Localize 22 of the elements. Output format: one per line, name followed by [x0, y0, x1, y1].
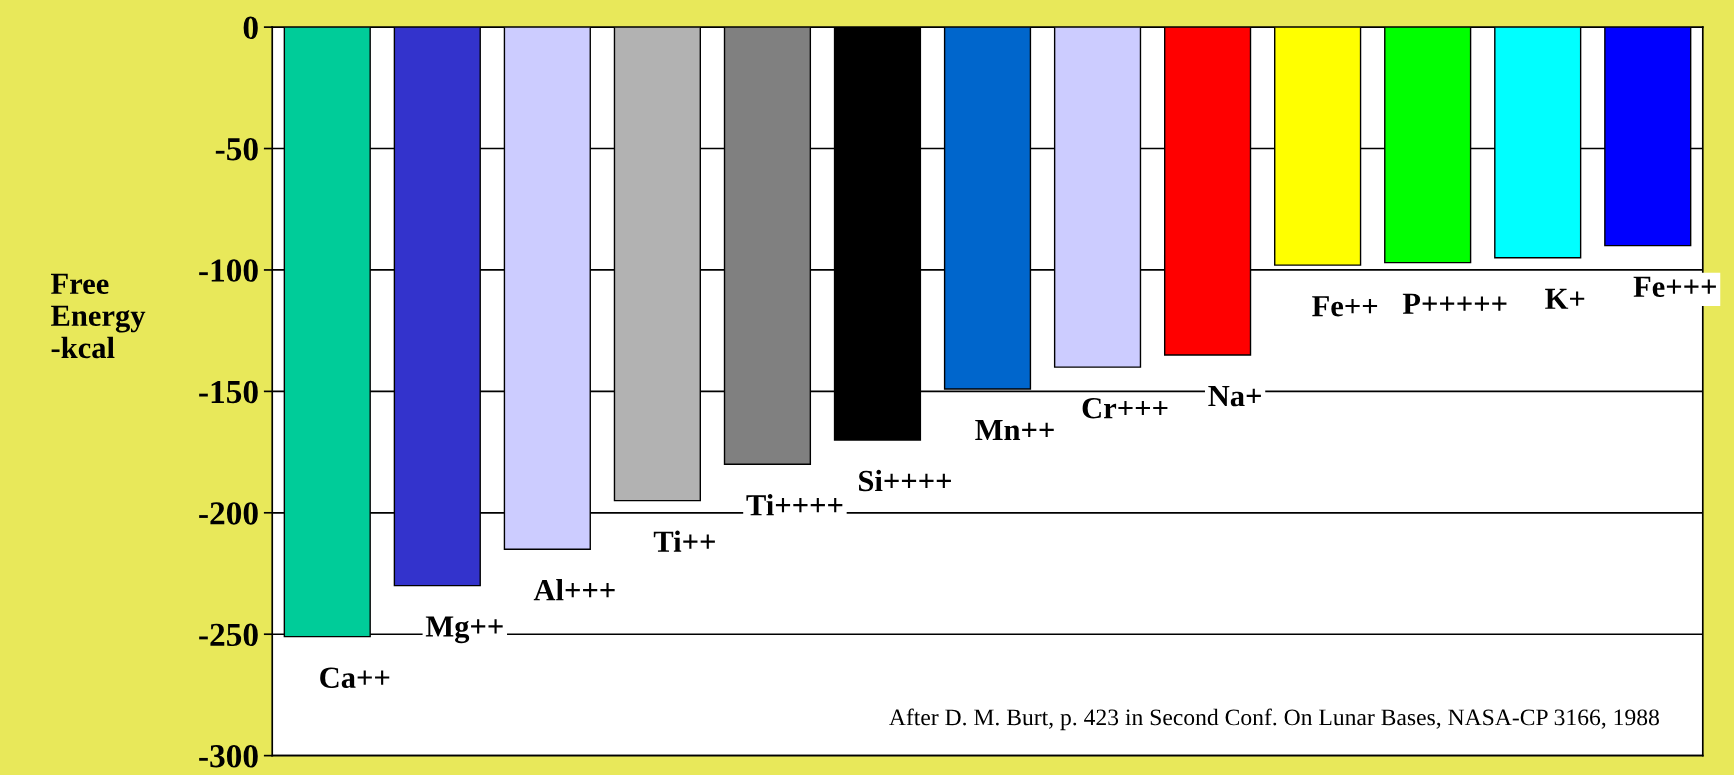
x-tick-label: Si++++: [859, 469, 951, 492]
y-tick-label: -300: [199, 745, 258, 768]
y-tick-label: -250: [199, 623, 258, 647]
y-axis-title: Free Energy -kcal: [51, 273, 146, 359]
y-tick-label: -50: [215, 137, 258, 161]
y-tick-label: -200: [199, 502, 258, 525]
x-tick-label: Fe+++: [1633, 276, 1716, 298]
y-tick-label: -150: [199, 380, 258, 404]
x-tick-label: Ti++++: [746, 494, 843, 516]
x-tick-label: Ti++: [653, 530, 715, 552]
x-tick-label: Cr+++: [1082, 397, 1168, 419]
y-tick-label: 0: [243, 16, 258, 40]
x-tick-label: K+: [1545, 288, 1585, 309]
x-tick-label: Na+: [1208, 386, 1261, 407]
x-tick-label: P+++++: [1402, 293, 1507, 314]
annotation: After D. M. Burt, p. 423 in Second Conf. On Lunar Bases, NASA-CP 3166, 1988: [889, 708, 1659, 731]
x-tick-label: Al+++: [533, 579, 615, 601]
x-tick-label: Fe++: [1312, 296, 1378, 317]
x-tick-label: Mn++: [975, 420, 1054, 440]
x-tick-label: Mg++: [425, 616, 503, 644]
x-tick-label: Ca++: [320, 667, 390, 688]
y-tick-label: -100: [199, 259, 258, 282]
